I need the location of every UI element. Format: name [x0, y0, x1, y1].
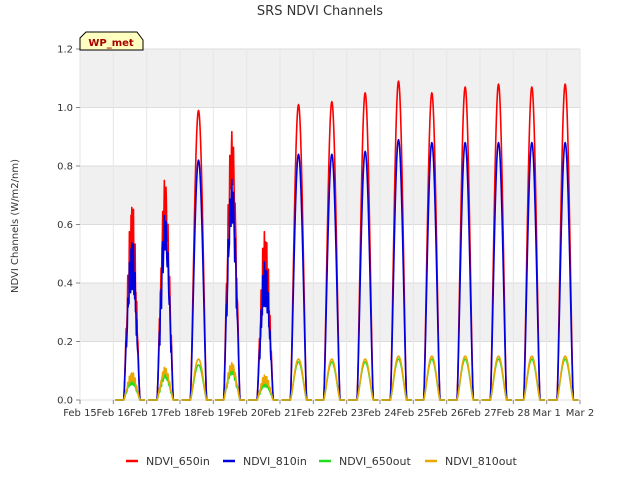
- x-tick-label: Feb 22: [297, 408, 331, 419]
- series-line-NDVI_810in: [315, 153, 345, 401]
- series-line-NDVI_810in: [248, 261, 279, 401]
- x-tick-label: Feb 25: [397, 408, 431, 419]
- site-badge-box: [79, 31, 144, 51]
- x-tick-label: Feb 24: [363, 408, 397, 419]
- x-tick-label: Feb 19: [197, 408, 231, 419]
- plot-band: [80, 49, 580, 108]
- series-NDVI_810out: [115, 355, 579, 401]
- legend-label-NDVI_650in: NDVI_650in: [146, 455, 210, 468]
- series-line-NDVI_810out: [148, 366, 179, 401]
- x-tick-label: Feb 23: [330, 408, 364, 419]
- y-tick-label: 0.4: [57, 279, 73, 290]
- series-line-NDVI_810out: [281, 358, 312, 401]
- x-tick-label: Mar 1: [532, 408, 560, 419]
- series-line-NDVI_810in: [215, 178, 245, 401]
- x-tick-label: Feb 15: [63, 408, 97, 419]
- series-line-NDVI_810out: [215, 362, 245, 401]
- y-tick-label: 0.2: [57, 337, 73, 348]
- y-axis: 0.0 0.2 0.4 0.6 0.8 1.0 1.2: [57, 45, 80, 407]
- y-tick-label: 1.2: [57, 45, 73, 56]
- series-line-NDVI_810out: [315, 358, 345, 401]
- legend: NDVI_650in NDVI_810in NDVI_650out NDVI_810o…: [126, 455, 517, 468]
- x-tick-label: Feb 17: [130, 408, 164, 419]
- series-line-NDVI_810in: [381, 138, 412, 401]
- site-badge-text: WP_met: [88, 38, 134, 49]
- series-line-NDVI_810in: [348, 150, 379, 401]
- legend-label-NDVI_810out: NDVI_810out: [445, 455, 517, 468]
- series-line-NDVI_810out: [381, 355, 412, 401]
- series-line-NDVI_810in: [548, 141, 579, 401]
- x-tick-label: Feb 18: [163, 408, 197, 419]
- series-line-NDVI_810out: [548, 355, 579, 401]
- series-line-NDVI_810in: [481, 141, 512, 401]
- series-line-NDVI_810out: [481, 355, 512, 401]
- series-line-NDVI_810in: [281, 153, 312, 401]
- series-line-NDVI_810in: [181, 159, 212, 401]
- y-tick-label: 0.6: [57, 220, 73, 231]
- x-tick-label: Feb 28: [497, 408, 531, 419]
- legend-label-NDVI_810in: NDVI_810in: [243, 455, 307, 468]
- x-tick-label: Mar 2: [566, 408, 594, 419]
- series-line-NDVI_810in: [415, 141, 445, 401]
- x-tick-label: Feb 20: [230, 408, 264, 419]
- series-line-NDVI_810out: [415, 355, 445, 401]
- y-tick-label: 1.0: [57, 103, 73, 114]
- chart-title: SRS NDVI Channels: [257, 4, 383, 19]
- series-line-NDVI_810out: [181, 358, 212, 401]
- site-badge: WP_met: [79, 31, 144, 51]
- y-axis-label: NDVI Channels (W/m2/nm): [10, 159, 21, 293]
- legend-label-NDVI_650out: NDVI_650out: [339, 455, 411, 468]
- plot-band: [80, 224, 580, 283]
- plot-band: [80, 283, 580, 342]
- series-line-NDVI_810out: [115, 372, 145, 401]
- series-NDVI_810in: [115, 138, 579, 401]
- x-tick-label: Feb 27: [463, 408, 497, 419]
- x-tick-label: Feb 26: [430, 408, 464, 419]
- series-line-NDVI_810out: [248, 374, 279, 401]
- series-line-NDVI_810out: [348, 358, 379, 401]
- y-tick-label: 0.0: [57, 396, 73, 407]
- series-line-NDVI_810in: [148, 214, 179, 401]
- series-line-NDVI_810out: [515, 355, 545, 401]
- x-tick-label: Feb 16: [97, 408, 131, 419]
- series-line-NDVI_810out: [448, 355, 479, 401]
- x-axis: Feb 15 Feb 16 Feb 17 Feb 18 Feb 19 Feb 20 Feb …: [63, 400, 594, 419]
- series-layer: [115, 80, 579, 401]
- series-line-NDVI_810in: [515, 141, 545, 401]
- y-tick-label: 0.8: [57, 162, 73, 173]
- series-line-NDVI_810in: [448, 141, 479, 401]
- x-tick-label: Feb 21: [263, 408, 297, 419]
- series-line-NDVI_810in: [115, 241, 145, 401]
